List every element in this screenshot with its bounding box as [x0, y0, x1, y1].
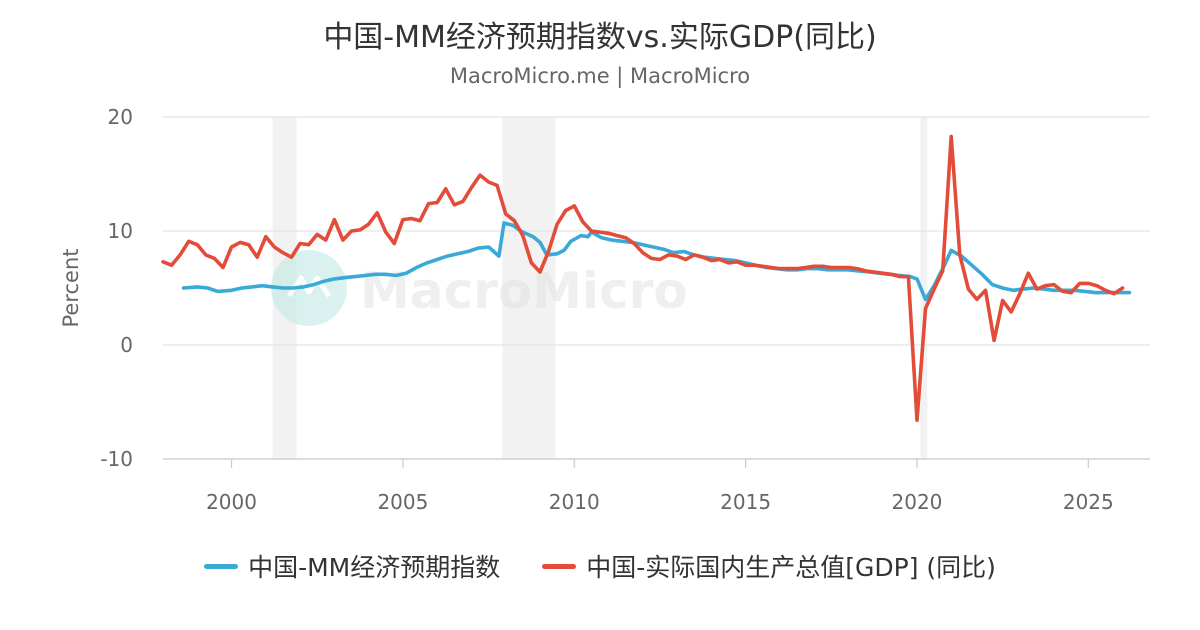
legend-label-mm-index: 中国-MM经济预期指数	[248, 553, 501, 582]
legend: 中国-MM经济预期指数 中国-实际国内生产总值[GDP] (同比)	[0, 548, 1200, 584]
chart-title: 中国-MM经济预期指数vs.实际GDP(同比)	[323, 20, 877, 55]
series-line-gdp	[161, 134, 1125, 422]
x-tick-label: 2025	[1063, 490, 1114, 514]
legend-item-gdp[interactable]: 中国-实际国内生产总值[GDP] (同比)	[542, 548, 996, 584]
y-tick-label: 10	[108, 219, 133, 243]
x-tick-label: 2020	[892, 490, 943, 514]
x-tick-label: 2010	[549, 490, 600, 514]
y-axis-label: Percent	[59, 248, 83, 327]
watermark-text: MacroMicro	[360, 262, 688, 320]
x-tick-label: 2000	[206, 490, 257, 514]
x-tick-label: 2015	[720, 490, 771, 514]
series-lines	[161, 134, 1132, 422]
y-tick-label: 0	[120, 333, 133, 357]
chart-subtitle: MacroMicro.me | MacroMicro	[449, 64, 751, 88]
recession-band	[920, 117, 928, 459]
legend-item-mm-index[interactable]: 中国-MM经济预期指数	[204, 548, 500, 584]
recession-band	[502, 117, 556, 459]
legend-swatch-gdp	[542, 563, 577, 569]
y-tick-label: 20	[108, 105, 133, 129]
legend-swatch-mm-index	[204, 563, 239, 569]
series-line-mm-index	[181, 221, 1132, 302]
x-tick-label: 2005	[377, 490, 428, 514]
y-tick-label: -10	[100, 447, 133, 471]
watermark-logo: MacroMicro	[271, 250, 688, 326]
legend-label-gdp: 中国-实际国内生产总值[GDP] (同比)	[586, 553, 996, 582]
